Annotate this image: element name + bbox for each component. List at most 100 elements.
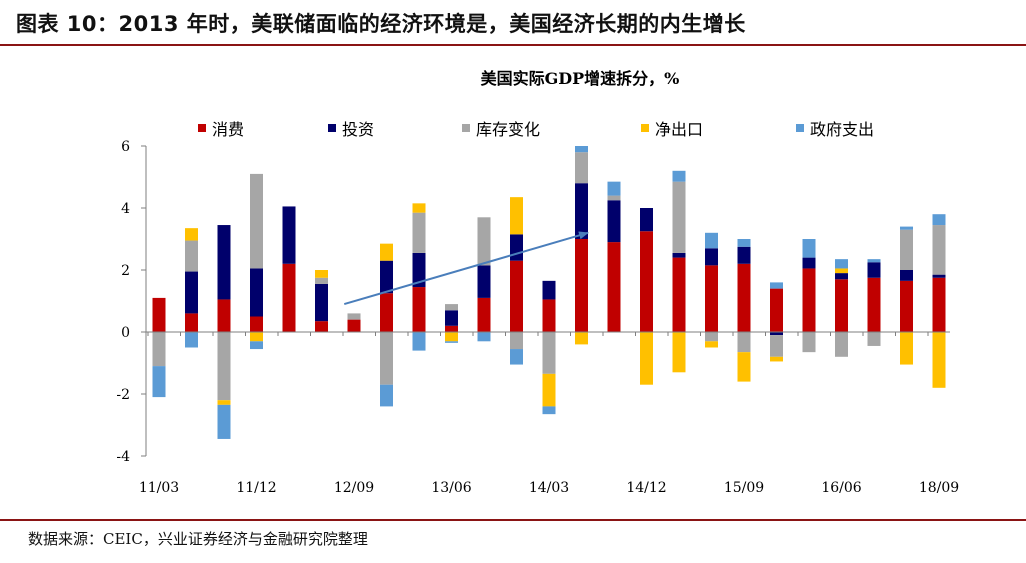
x-tick-label-7: 16/06: [821, 480, 861, 496]
bar-consumption-17: [705, 265, 718, 332]
bar-net_exports-5: [315, 270, 328, 278]
bar-consumption-6: [347, 319, 361, 332]
bar-consumption-22: [867, 277, 881, 332]
bar-consumption-21: [835, 279, 848, 332]
x-tick-label-8: 18/09: [919, 480, 959, 496]
bar-government-2: [217, 404, 231, 439]
bar-net_exports-8: [412, 203, 426, 213]
bottom-rule: [0, 519, 1026, 521]
bar-investment-3: [250, 268, 263, 317]
bar-government-3: [250, 341, 263, 350]
source-note: 数据来源：CEIC，兴业证券经济与金融研究院整理: [28, 530, 368, 548]
bar-consumption-10: [477, 297, 491, 332]
y-tick-label-0: 0: [121, 325, 130, 341]
figure-title: 图表 10：2013 年时，美联储面临的经济环境是，美国经济长期的内生增长: [16, 12, 746, 36]
bar-consumption-3: [250, 316, 263, 332]
bar-investment-18: [737, 246, 751, 264]
bar-consumption-1: [185, 313, 198, 332]
chart-legend: 消费 投资 库存变化 净出口 政府支出: [198, 120, 874, 139]
legend-swatch-government: [796, 124, 804, 132]
bar-investment-24: [932, 274, 946, 278]
bar-investment-21: [835, 273, 848, 280]
x-tick-label-0: 11/03: [139, 480, 179, 496]
x-tick-label-3: 13/06: [431, 480, 471, 496]
bar-government-10: [477, 332, 491, 342]
y-tick-label-4: 4: [121, 201, 130, 217]
bar-net_exports-16: [672, 332, 686, 373]
legend-label-investment: 投资: [342, 120, 374, 139]
legend-item-government: 政府支出: [796, 120, 874, 139]
bar-investment-4: [282, 206, 296, 264]
bar-inventory-20: [802, 332, 816, 353]
bar-government-21: [835, 259, 848, 269]
bar-government-11: [510, 349, 523, 365]
bar-inventory-21: [835, 332, 848, 357]
bar-inventory-16: [672, 181, 686, 253]
bar-consumption-9: [445, 325, 458, 332]
legend-label-consumption: 消费: [212, 120, 244, 139]
bar-inventory-18: [737, 332, 751, 353]
bar-government-14: [607, 181, 621, 196]
bar-investment-7: [380, 260, 393, 294]
bar-investment-2: [217, 225, 231, 300]
bar-consumption-24: [932, 277, 946, 332]
legend-item-inventory: 库存变化: [462, 120, 540, 139]
bar-government-22: [867, 259, 881, 263]
bar-net_exports-15: [640, 332, 653, 385]
bar-net_exports-12: [542, 373, 556, 407]
bar-net_exports-2: [217, 400, 231, 405]
bar-consumption-2: [217, 299, 231, 332]
bar-inventory-9: [445, 304, 458, 311]
bar-government-0: [152, 366, 166, 398]
bar-net_exports-17: [705, 341, 718, 348]
bar-government-9: [445, 341, 458, 343]
legend-label-net_exports: 净出口: [655, 120, 703, 139]
bar-consumption-5: [315, 321, 328, 332]
gdp-breakdown-chart: 美国实际GDP增速拆分，% 消费 投资 库存变化 净出口 政府支出 -4 -2 0 2 4 6 11…: [116, 69, 959, 496]
bar-consumption-20: [802, 268, 816, 332]
bar-government-12: [542, 406, 556, 415]
bar-inventory-13: [575, 152, 588, 184]
bar-consumption-0: [152, 297, 166, 332]
bar-investment-11: [510, 234, 523, 261]
bar-net_exports-7: [380, 243, 393, 261]
bar-inventory-14: [607, 195, 621, 201]
bar-inventory-1: [185, 240, 198, 272]
bar-net_exports-1: [185, 228, 198, 241]
axes-layer: -4 -2 0 2 4 6 11/03 11/12 12/09 13/06 14/03 14/12 15…: [116, 139, 959, 496]
bar-consumption-8: [412, 287, 426, 332]
bar-consumption-12: [542, 299, 556, 332]
bar-investment-14: [607, 200, 621, 243]
x-tick-label-2: 12/09: [334, 480, 374, 496]
legend-label-government: 政府支出: [810, 120, 874, 139]
bar-government-17: [705, 232, 718, 249]
bar-government-1: [185, 332, 198, 348]
bar-inventory-8: [412, 212, 426, 253]
bar-inventory-5: [315, 277, 328, 284]
bar-net_exports-19: [770, 356, 783, 362]
legend-swatch-net_exports: [641, 124, 649, 132]
y-tick-label-2: 2: [121, 263, 130, 279]
x-tick-label-1: 11/12: [236, 480, 276, 496]
bar-investment-15: [640, 208, 653, 232]
bar-government-18: [737, 239, 751, 247]
bar-net_exports-3: [250, 332, 263, 342]
legend-item-investment: 投资: [328, 120, 374, 139]
bar-investment-8: [412, 252, 426, 288]
x-tick-label-4: 14/03: [529, 480, 569, 496]
legend-swatch-consumption: [198, 124, 206, 132]
bar-investment-22: [867, 262, 881, 278]
bar-inventory-3: [250, 173, 263, 269]
bar-consumption-16: [672, 257, 686, 332]
bar-consumption-11: [510, 260, 523, 332]
bars-layer: [152, 146, 946, 439]
bar-investment-5: [315, 283, 328, 322]
bar-consumption-23: [900, 280, 913, 332]
bar-investment-10: [477, 265, 491, 298]
y-tick-label--4: -4: [116, 449, 130, 465]
bar-net_exports-13: [575, 332, 588, 345]
bar-government-23: [900, 226, 913, 230]
bar-investment-16: [672, 252, 686, 258]
bar-inventory-24: [932, 225, 946, 275]
annotation-layer: [343, 231, 589, 306]
